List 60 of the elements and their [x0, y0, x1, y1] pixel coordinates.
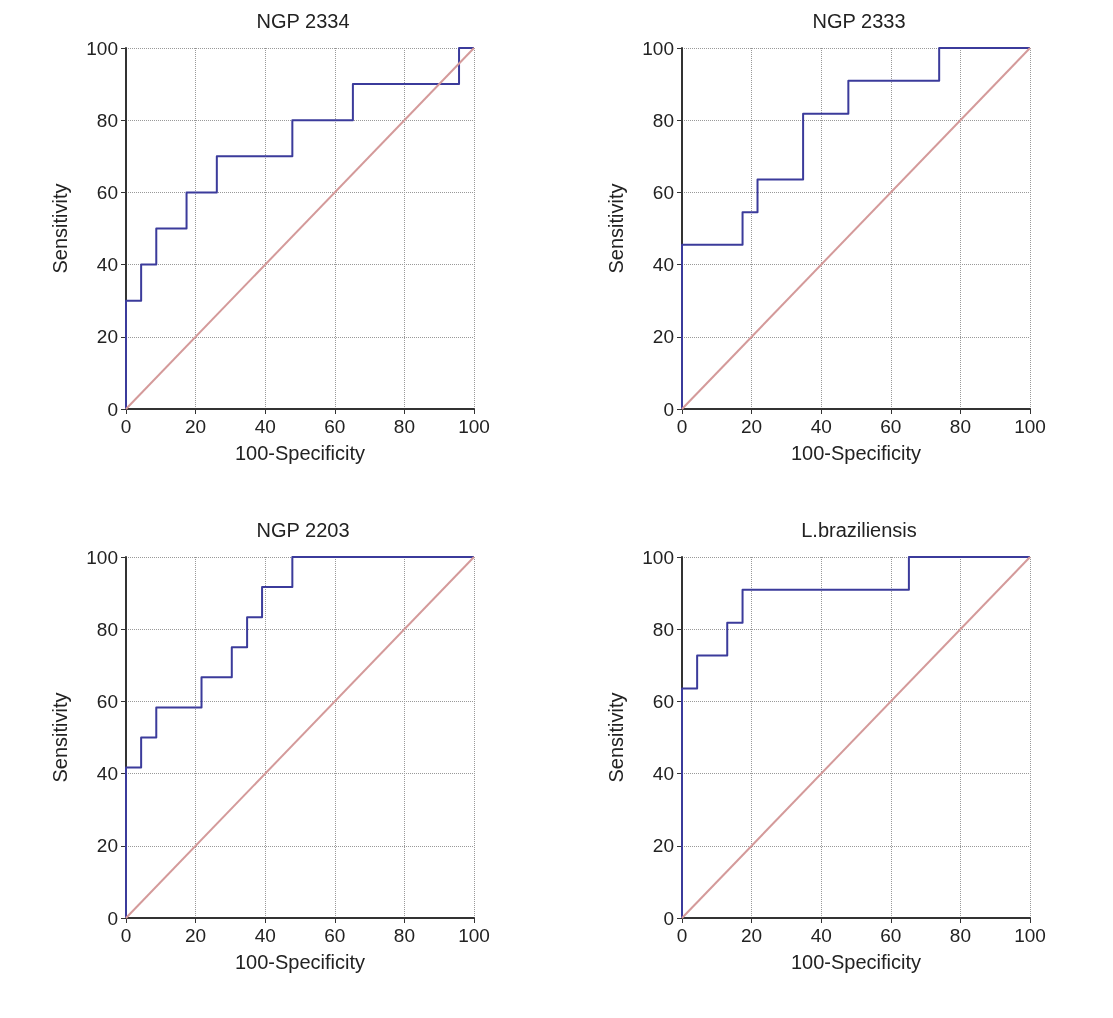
- y-axis-title: Sensitivity: [49, 183, 71, 274]
- x-tick-label: 40: [254, 925, 276, 946]
- y-tick-label: 20: [652, 835, 674, 857]
- x-tick-label: 80: [393, 416, 415, 437]
- y-tick-label: 100: [86, 546, 118, 568]
- x-axis-title: 100-Specificity: [234, 442, 366, 464]
- x-tick-label: 80: [949, 925, 971, 946]
- chart-title: NGP 2333: [812, 10, 906, 32]
- x-axis-title: 100-Specificity: [790, 442, 922, 464]
- y-tick-label: 40: [652, 763, 674, 785]
- chart-title: NGP 2334: [256, 10, 350, 32]
- x-axis-title: 100-Specificity: [234, 951, 366, 973]
- x-axis-title: 100-Specificity: [790, 951, 922, 973]
- y-tick-label: 60: [96, 690, 118, 712]
- x-tick-label: 60: [324, 925, 346, 946]
- x-tick-label: 80: [393, 925, 415, 946]
- x-tick-label: 100: [1014, 925, 1046, 946]
- y-axis-title: Sensitivity: [49, 692, 71, 783]
- y-tick-label: 80: [96, 109, 118, 131]
- y-axis-title: Sensitivity: [605, 183, 627, 274]
- x-tick-label: 20: [741, 925, 763, 946]
- x-tick-label: 20: [185, 925, 207, 946]
- chart-title: NGP 2203: [256, 519, 350, 541]
- y-tick-label: 80: [652, 109, 674, 131]
- y-tick-label: 40: [96, 254, 118, 276]
- x-tick-label: 20: [741, 416, 763, 437]
- x-tick-label: 40: [810, 925, 832, 946]
- x-tick-label: 80: [949, 416, 971, 437]
- x-tick-label: 40: [254, 416, 276, 437]
- x-tick-label: 60: [880, 925, 902, 946]
- y-tick-label: 20: [96, 835, 118, 857]
- x-tick-label: 100: [458, 925, 490, 946]
- y-tick-label: 20: [652, 326, 674, 348]
- y-tick-label: 0: [663, 398, 674, 420]
- y-tick-label: 60: [652, 690, 674, 712]
- x-tick-label: 40: [810, 416, 832, 437]
- x-tick-label: 100: [1014, 416, 1046, 437]
- y-tick-label: 20: [96, 326, 118, 348]
- y-tick-label: 80: [96, 618, 118, 640]
- x-tick-label: 20: [185, 416, 207, 437]
- y-tick-label: 0: [107, 907, 118, 929]
- chart-title: L.braziliensis: [801, 519, 917, 541]
- x-tick-label: 60: [880, 416, 902, 437]
- y-tick-label: 100: [86, 37, 118, 59]
- x-tick-label: 0: [676, 416, 688, 437]
- y-axis-title: Sensitivity: [605, 692, 627, 783]
- x-tick-label: 0: [120, 416, 132, 437]
- y-tick-label: 60: [96, 181, 118, 203]
- y-tick-label: 0: [107, 398, 118, 420]
- x-tick-label: 0: [676, 925, 688, 946]
- x-tick-label: 100: [458, 416, 490, 437]
- y-tick-label: 100: [642, 546, 674, 568]
- y-tick-label: 0: [663, 907, 674, 929]
- x-tick-label: 0: [120, 925, 132, 946]
- y-tick-label: 40: [652, 254, 674, 276]
- y-tick-label: 100: [642, 37, 674, 59]
- x-tick-label: 60: [324, 416, 346, 437]
- y-tick-label: 60: [652, 181, 674, 203]
- y-tick-label: 40: [96, 763, 118, 785]
- y-tick-label: 80: [652, 618, 674, 640]
